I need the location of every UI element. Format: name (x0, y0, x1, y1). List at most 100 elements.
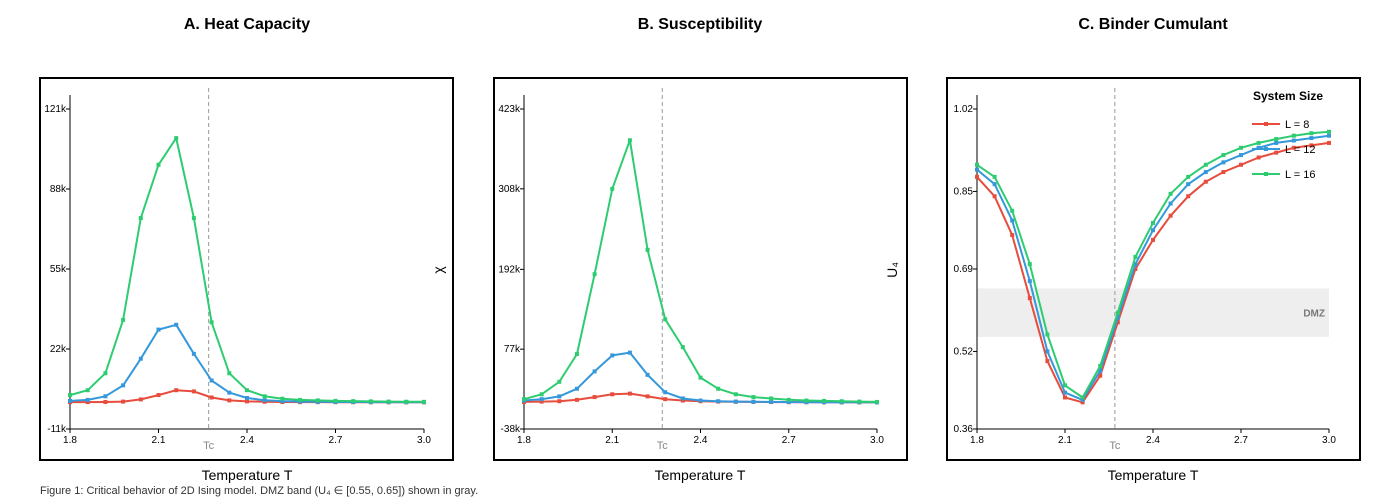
data-point (610, 186, 615, 191)
x-tick-label: 2.1 (1058, 435, 1072, 446)
data-point (574, 352, 579, 357)
panel-b-frame (493, 77, 908, 461)
data-point (1080, 397, 1085, 402)
data-point (680, 398, 685, 403)
y-tick-label: 77k (504, 344, 521, 355)
x-tick-label: 2.1 (605, 435, 619, 446)
data-point (1221, 153, 1226, 158)
data-point (209, 378, 214, 383)
y-tick-label: 121k (44, 104, 67, 115)
data-point (698, 398, 703, 403)
data-point (227, 398, 232, 403)
data-point (1063, 395, 1067, 400)
data-point (557, 394, 562, 399)
data-point (1045, 349, 1050, 354)
figure-caption: Figure 1: Critical behavior of 2D Ising … (40, 485, 479, 497)
data-point (121, 399, 126, 404)
legend-swatch-marker (1264, 172, 1268, 176)
y-tick-label: 22k (50, 344, 67, 355)
data-point (645, 247, 650, 252)
data-point (716, 386, 721, 391)
data-point (1291, 133, 1296, 138)
data-point (103, 399, 108, 404)
data-point (1239, 153, 1243, 158)
panel-c-xlabel: Temperature T (1108, 467, 1199, 483)
data-point (156, 162, 161, 167)
data-point (1027, 262, 1032, 267)
data-point (1309, 131, 1314, 136)
x-tick-label: 1.8 (517, 435, 531, 446)
tc-label: Tc (203, 440, 215, 452)
x-tick-label: 2.4 (240, 435, 254, 446)
data-point (592, 272, 597, 277)
data-point (610, 392, 615, 397)
panel-b-title: B. Susceptibility (638, 16, 763, 33)
y-tick-label: -38k (501, 424, 521, 435)
data-point (539, 399, 544, 404)
data-point (1256, 140, 1261, 145)
data-point (1221, 170, 1226, 175)
data-point (645, 372, 650, 377)
data-point (557, 379, 562, 384)
y-tick-label: 0.52 (954, 346, 974, 357)
legend-swatch-marker (1264, 147, 1268, 151)
panel-a-title: A. Heat Capacity (184, 16, 310, 33)
data-point (627, 350, 632, 355)
data-point (574, 386, 579, 391)
data-point (539, 397, 544, 402)
data-point (716, 399, 721, 404)
data-point (663, 317, 668, 322)
data-point (103, 371, 108, 376)
data-point (174, 136, 179, 141)
y-tick-label: 55k (50, 264, 67, 275)
data-point (1133, 267, 1138, 271)
data-point (85, 388, 90, 393)
y-tick-label: 0.36 (954, 424, 974, 435)
data-point (1327, 129, 1331, 134)
y-tick-label: 1.02 (954, 104, 974, 115)
data-point (769, 399, 774, 404)
data-point (1151, 220, 1155, 225)
data-point (786, 400, 791, 405)
data-point (1256, 155, 1261, 160)
data-point (1063, 383, 1067, 388)
data-point (1274, 150, 1279, 155)
data-point (1098, 363, 1103, 368)
panel-a-b-ylabel-chi: χ (430, 266, 446, 274)
y-tick-label: 308k (498, 184, 521, 195)
data-point (592, 369, 597, 374)
data-point (1291, 145, 1296, 150)
x-tick-label: 1.8 (63, 435, 77, 446)
dmz-band (977, 288, 1329, 337)
data-point (1239, 162, 1243, 167)
legend-swatch-marker (1264, 122, 1268, 126)
data-point (680, 345, 685, 350)
y-tick-label: 423k (498, 104, 521, 115)
data-point (975, 174, 979, 179)
data-point (386, 399, 391, 404)
data-point (557, 399, 562, 404)
data-point (627, 391, 632, 396)
data-point (138, 216, 143, 221)
panel-c-title: C. Binder Cumulant (1078, 16, 1228, 33)
tc-label: Tc (657, 440, 669, 452)
data-point (138, 356, 143, 361)
data-point (680, 396, 685, 401)
x-tick-label: 2.7 (1234, 435, 1248, 446)
legend-entry-label: L = 8 (1285, 119, 1309, 131)
data-point (1203, 162, 1208, 167)
y-tick-label: 0.85 (954, 186, 974, 197)
data-point (191, 216, 196, 221)
data-point (804, 398, 809, 403)
data-point (174, 322, 179, 327)
data-point (751, 395, 756, 400)
data-point (522, 397, 526, 402)
data-point (1027, 296, 1032, 301)
data-point (1327, 140, 1331, 145)
panel-b-xlabel: Temperature T (655, 467, 746, 483)
data-point (1080, 395, 1085, 400)
data-point (1327, 133, 1331, 138)
panel-b: B. Susceptibility Temperature T χ -38k 77… (430, 16, 908, 483)
data-point (245, 395, 249, 400)
legend-entry-label: L = 16 (1285, 169, 1315, 181)
